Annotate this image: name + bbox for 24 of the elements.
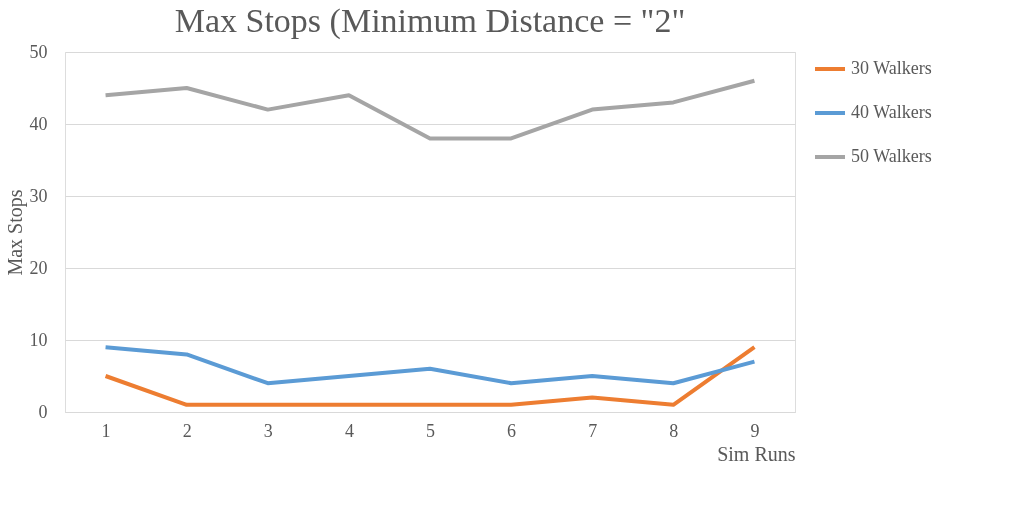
- x-tick-label: 2: [182, 420, 192, 441]
- line-series: [103, 345, 757, 386]
- y-tick-label: 50: [29, 41, 48, 62]
- x-tick-label: 1: [101, 420, 111, 441]
- y-tick-label: 40: [29, 113, 48, 134]
- x-tick-label: 5: [426, 420, 435, 441]
- chart-title: Max Stops (Minimum Distance = "2": [174, 2, 686, 40]
- x-tick-label: 4: [344, 420, 354, 441]
- y-tick-label: 10: [29, 329, 48, 350]
- y-tick-label: 30: [29, 185, 48, 206]
- line-series: [103, 78, 757, 141]
- y-tick-label: 0: [38, 401, 48, 422]
- legend-label: 40 Walkers: [851, 102, 932, 122]
- x-tick-label: 7: [588, 420, 598, 441]
- legend-label: 30 Walkers: [851, 58, 932, 78]
- x-tick-label: 6: [507, 420, 517, 441]
- y-axis-title: Max Stops: [3, 189, 27, 276]
- x-tick-label: 3: [263, 420, 273, 441]
- line-series: [103, 345, 757, 407]
- legend-label: 50 Walkers: [851, 146, 932, 166]
- x-tick-label: 9: [750, 420, 760, 441]
- x-axis-title: Sim Runs: [717, 442, 796, 465]
- y-tick-label: 20: [29, 257, 48, 278]
- x-tick-label: 8: [669, 420, 679, 441]
